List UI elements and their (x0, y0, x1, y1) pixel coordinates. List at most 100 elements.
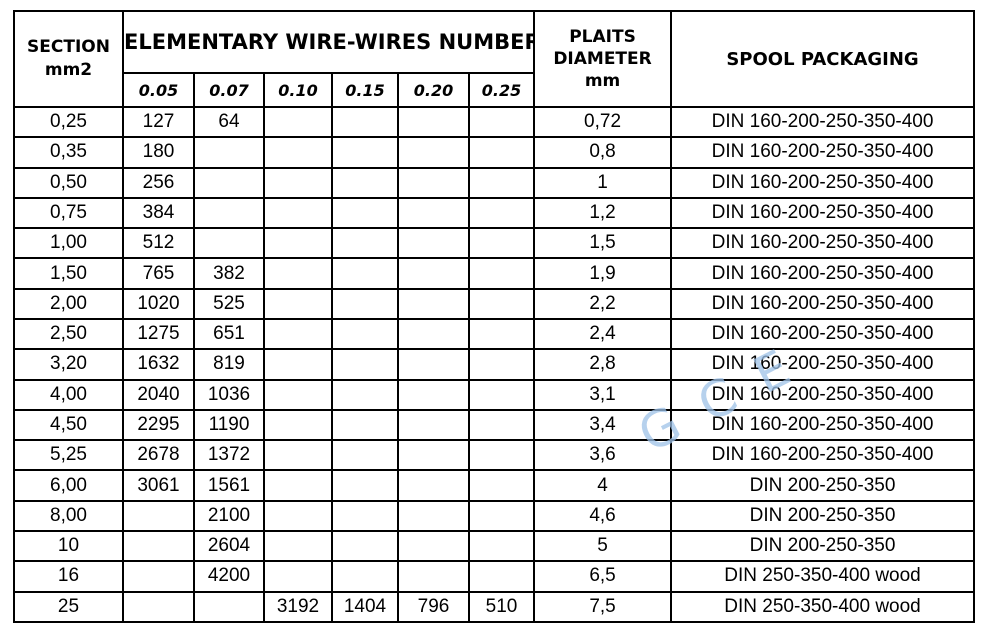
table-header: SECTION mm2 ELEMENTARY WIRE-WIRES NUMBER… (13, 10, 976, 108)
cell-wires-020: 796 (397, 590, 470, 623)
cell-wires-020 (397, 529, 470, 563)
cell-section: 16 (13, 560, 124, 593)
cell-wires-005: 3061 (122, 469, 195, 502)
cell-plaits-diameter: 4 (533, 469, 673, 502)
cell-section: 0,35 (13, 136, 124, 169)
cell-wires-025: 510 (467, 590, 536, 623)
header-plaits-diameter: PLAITS DIAMETER mm (533, 10, 673, 108)
cell-section: 1,00 (13, 227, 124, 260)
cell-plaits-diameter: 5 (533, 529, 673, 563)
cell-wires-007: 1190 (193, 408, 265, 442)
table-row: 1,50 765 382 1,9 DIN 160-200-250-350-400 (13, 257, 976, 290)
cell-spool-packaging: DIN 250-350-400 wood (670, 590, 976, 623)
cell-wires-020 (397, 166, 470, 199)
cell-wires-005: 1632 (122, 348, 195, 381)
cell-wires-025 (467, 287, 536, 320)
cell-section: 2,50 (13, 317, 124, 351)
cell-wires-025 (467, 317, 536, 351)
cell-spool-packaging: DIN 160-200-250-350-400 (670, 227, 976, 260)
cell-wires-005: 384 (122, 196, 195, 230)
table-body: 0,25 127 64 0,72 DIN 160-200-250-350-400 0,35… (13, 105, 976, 623)
cell-plaits-diameter: 0,8 (533, 136, 673, 169)
cell-wires-020 (397, 257, 470, 290)
cell-wires-005 (122, 590, 195, 623)
cell-wires-015 (331, 560, 399, 593)
cell-wires-007: 819 (193, 348, 265, 381)
cell-wires-005: 127 (122, 105, 195, 139)
cell-wires-007 (193, 196, 265, 230)
cell-section: 4,50 (13, 408, 124, 442)
cell-wires-007 (193, 590, 265, 623)
cell-plaits-diameter: 1,5 (533, 227, 673, 260)
cell-wires-020 (397, 317, 470, 351)
cell-plaits-diameter: 1,2 (533, 196, 673, 230)
cell-wires-007: 2100 (193, 499, 265, 532)
cell-wires-010 (263, 227, 333, 260)
table-row: 6,00 3061 1561 4 DIN 200-250-350 (13, 469, 976, 502)
cell-wires-020 (397, 287, 470, 320)
cell-wires-020 (397, 469, 470, 502)
cell-section: 4,00 (13, 378, 124, 411)
cell-wires-020 (397, 105, 470, 139)
table-row: 2,50 1275 651 2,4 DIN 160-200-250-350-400 (13, 317, 976, 351)
table-row: 2,00 1020 525 2,2 DIN 160-200-250-350-400 (13, 287, 976, 320)
table-row: 0,75 384 1,2 DIN 160-200-250-350-400 (13, 196, 976, 230)
header-diameter-015: 0.15 (331, 72, 399, 108)
cell-section: 0,25 (13, 105, 124, 139)
cell-wires-005: 2040 (122, 378, 195, 411)
cell-wires-020 (397, 378, 470, 411)
table-row: 16 4200 6,5 DIN 250-350-400 wood (13, 560, 976, 593)
cell-wires-015 (331, 348, 399, 381)
cell-spool-packaging: DIN 160-200-250-350-400 (670, 136, 976, 169)
cell-wires-005: 765 (122, 257, 195, 290)
cell-spool-packaging: DIN 160-200-250-350-400 (670, 287, 976, 320)
cell-wires-005: 180 (122, 136, 195, 169)
cell-wires-025 (467, 499, 536, 532)
table-row: 1,00 512 1,5 DIN 160-200-250-350-400 (13, 227, 976, 260)
cell-wires-010 (263, 257, 333, 290)
cell-spool-packaging: DIN 250-350-400 wood (670, 560, 976, 593)
cell-wires-007: 4200 (193, 560, 265, 593)
cell-wires-025 (467, 529, 536, 563)
cell-section: 5,25 (13, 439, 124, 472)
cell-wires-025 (467, 257, 536, 290)
cell-section: 1,50 (13, 257, 124, 290)
cell-wires-015 (331, 105, 399, 139)
wire-spec-table: SECTION mm2 ELEMENTARY WIRE-WIRES NUMBER… (13, 10, 976, 623)
cell-wires-010 (263, 529, 333, 563)
header-diameter-010: 0.10 (263, 72, 333, 108)
table-row: 3,20 1632 819 2,8 DIN 160-200-250-350-400 (13, 348, 976, 381)
cell-wires-020 (397, 196, 470, 230)
cell-wires-025 (467, 439, 536, 472)
cell-wires-007: 525 (193, 287, 265, 320)
cell-spool-packaging: DIN 160-200-250-350-400 (670, 105, 976, 139)
cell-wires-005: 512 (122, 227, 195, 260)
cell-spool-packaging: DIN 160-200-250-350-400 (670, 439, 976, 472)
cell-wires-015 (331, 136, 399, 169)
header-plaits-line2: DIAMETER (553, 48, 652, 69)
cell-spool-packaging: DIN 160-200-250-350-400 (670, 408, 976, 442)
cell-wires-010 (263, 378, 333, 411)
cell-wires-010 (263, 166, 333, 199)
cell-spool-packaging: DIN 160-200-250-350-400 (670, 166, 976, 199)
cell-wires-025 (467, 560, 536, 593)
cell-wires-005: 1020 (122, 287, 195, 320)
header-diameter-007: 0.07 (193, 72, 265, 108)
cell-wires-025 (467, 469, 536, 502)
table-row: 4,00 2040 1036 3,1 DIN 160-200-250-350-400 (13, 378, 976, 411)
cell-wires-025 (467, 196, 536, 230)
table-row: 25 3192 1404 796 510 7,5 DIN 250-350-400 wood (13, 590, 976, 623)
cell-section: 6,00 (13, 469, 124, 502)
table-row: 8,00 2100 4,6 DIN 200-250-350 (13, 499, 976, 532)
cell-wires-020 (397, 499, 470, 532)
cell-wires-005 (122, 529, 195, 563)
cell-wires-007: 382 (193, 257, 265, 290)
cell-wires-015 (331, 317, 399, 351)
cell-plaits-diameter: 6,5 (533, 560, 673, 593)
cell-wires-025 (467, 136, 536, 169)
cell-wires-007: 1372 (193, 439, 265, 472)
cell-wires-010 (263, 105, 333, 139)
cell-wires-025 (467, 227, 536, 260)
cell-plaits-diameter: 2,8 (533, 348, 673, 381)
